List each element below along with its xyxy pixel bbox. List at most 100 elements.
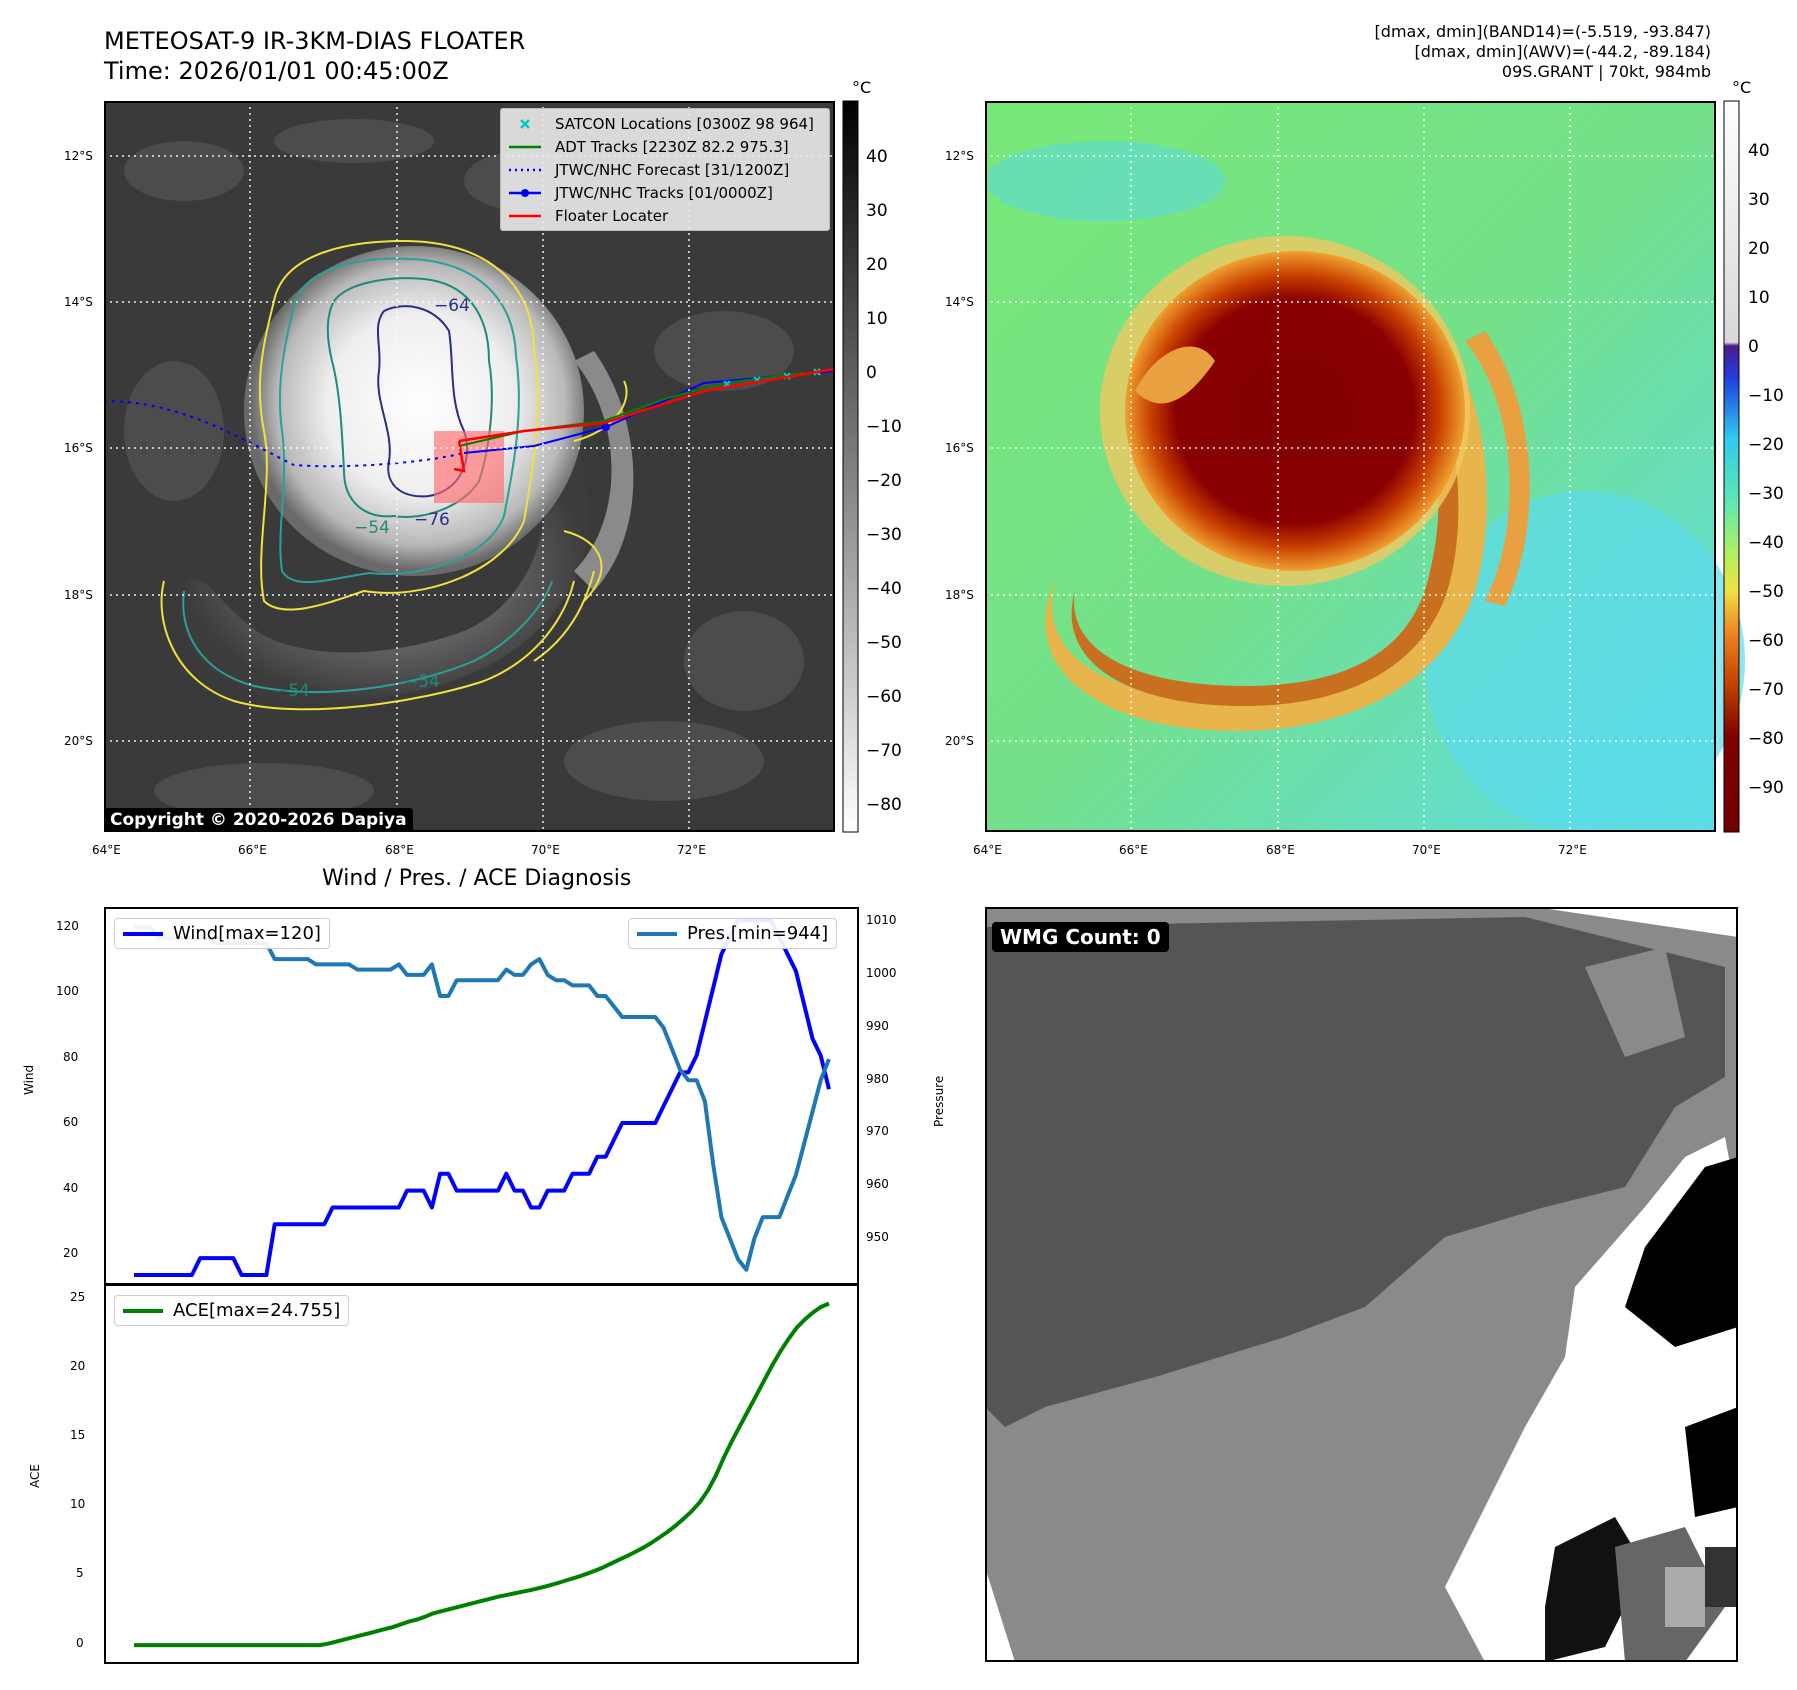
lon-label: 72°E — [1558, 843, 1587, 857]
contour-label: −64 — [434, 296, 470, 316]
legend-label: JTWC/NHC Tracks [01/0000Z] — [555, 183, 773, 202]
colorbar-unit: °C — [1732, 78, 1752, 97]
pres-tick: 970 — [866, 1124, 889, 1138]
cb-tick: −60 — [866, 687, 902, 707]
wind-tick: 60 — [63, 1115, 79, 1129]
wind-legend: Wind[max=120] — [114, 918, 330, 949]
cb-tick: 10 — [866, 309, 888, 329]
wind-tick: 20 — [63, 1246, 79, 1260]
cb-tick: −70 — [866, 741, 902, 761]
wind-tick: 80 — [63, 1050, 79, 1064]
pres-tick: 1000 — [866, 966, 897, 980]
cb-tick: −50 — [1748, 582, 1784, 602]
ace-legend-label: ACE[max=24.755] — [173, 1300, 341, 1321]
meta-awv: [dmax, dmin](AWV)=(-44.2, -89.184) — [1414, 42, 1711, 61]
lat-label: 16°S — [945, 441, 974, 455]
ace-series-line — [134, 1301, 830, 1648]
ace-tick: 20 — [70, 1359, 86, 1373]
solid-line-icon — [509, 214, 541, 217]
cb-tick: −90 — [1748, 778, 1784, 798]
lon-label: 70°E — [1412, 843, 1441, 857]
cb-tick: 30 — [1748, 190, 1770, 210]
title-satellite: METEOSAT-9 IR-3KM-DIAS FLOATER — [104, 27, 526, 55]
wind-line-icon — [123, 931, 163, 936]
legend-forecast: JTWC/NHC Forecast [31/1200Z] — [501, 158, 829, 181]
wind-pressure-plot — [104, 907, 859, 1285]
wind-legend-label: Wind[max=120] — [173, 923, 321, 944]
lon-label: 64°E — [973, 843, 1002, 857]
contour-label: −54 — [274, 681, 310, 701]
lat-label: 12°S — [945, 149, 974, 163]
awv-colorbar — [1723, 100, 1740, 833]
lat-label: 14°S — [64, 295, 93, 309]
cb-tick: −60 — [1748, 631, 1784, 651]
pres-tick: 980 — [866, 1072, 889, 1086]
cb-tick: −80 — [1748, 729, 1784, 749]
wind-tick: 100 — [56, 984, 79, 998]
contour-label: −76 — [414, 510, 450, 530]
wind-axis-label: Wind — [22, 1064, 36, 1095]
cb-tick: 0 — [866, 363, 877, 383]
lat-label: 18°S — [64, 588, 93, 602]
cb-tick: 0 — [1748, 337, 1759, 357]
ace-line-icon — [123, 1308, 163, 1313]
cb-tick: 40 — [1748, 141, 1770, 161]
pressure-line-icon — [637, 931, 677, 936]
lat-label: 12°S — [64, 149, 93, 163]
awv-satellite-map — [985, 101, 1745, 832]
pressure-axis-label: Pressure — [932, 1075, 946, 1127]
pres-tick: 1010 — [866, 913, 897, 927]
pressure-legend: Pres.[min=944] — [628, 918, 838, 949]
wmg-count-badge: WMG Count: 0 — [992, 922, 1169, 952]
ace-tick: 5 — [76, 1566, 84, 1580]
legend-adt: ADT Tracks [2230Z 82.2 975.3] — [501, 135, 829, 158]
colorbar-unit: °C — [852, 78, 872, 97]
legend-satcon: SATCON Locations [0300Z 98 964] — [501, 112, 829, 135]
lon-label: 68°E — [1266, 843, 1295, 857]
cb-tick: 30 — [866, 201, 888, 221]
dotted-line-icon — [509, 168, 541, 171]
wind-series-line — [134, 918, 831, 1277]
cb-tick: −20 — [866, 471, 902, 491]
cb-tick: −30 — [1748, 484, 1784, 504]
cb-tick: 20 — [1748, 239, 1770, 259]
meta-band14: [dmax, dmin](BAND14)=(-5.519, -93.847) — [1374, 22, 1711, 41]
ace-tick: 25 — [70, 1290, 86, 1304]
ir-legend: SATCON Locations [0300Z 98 964] ADT Trac… — [500, 108, 830, 231]
cb-tick: −40 — [1748, 533, 1784, 553]
pres-tick: 960 — [866, 1177, 889, 1191]
cb-tick: −10 — [866, 417, 902, 437]
ace-tick: 10 — [70, 1497, 86, 1511]
legend-label: ADT Tracks [2230Z 82.2 975.3] — [555, 137, 789, 156]
x-marker-icon — [520, 118, 530, 129]
wmg-classification-map — [985, 907, 1738, 1662]
legend-jtwc-tracks: JTWC/NHC Tracks [01/0000Z] — [501, 181, 829, 204]
legend-label: JTWC/NHC Forecast [31/1200Z] — [555, 160, 790, 179]
cb-tick: 20 — [866, 255, 888, 275]
lon-label: 64°E — [92, 843, 121, 857]
copyright-badge: Copyright © 2020-2026 Dapiya — [104, 808, 413, 832]
lat-label: 20°S — [945, 734, 974, 748]
cb-tick: −20 — [1748, 435, 1784, 455]
legend-label: Floater Locater — [555, 206, 669, 225]
meta-storm: 09S.GRANT | 70kt, 984mb — [1501, 62, 1711, 81]
legend-label: SATCON Locations [0300Z 98 964] — [555, 114, 814, 133]
solid-line-icon — [509, 145, 541, 148]
marker-line-icon — [509, 188, 541, 197]
lat-label: 14°S — [945, 295, 974, 309]
wind-tick: 40 — [63, 1181, 79, 1195]
cb-tick: 10 — [1748, 288, 1770, 308]
ace-tick: 15 — [70, 1428, 86, 1442]
storm-meta: [dmax, dmin](BAND14)=(-5.519, -93.847) [… — [1375, 22, 1711, 82]
ace-axis-label: ACE — [28, 1464, 42, 1488]
cb-tick: −40 — [866, 579, 902, 599]
cb-tick: −80 — [866, 795, 902, 815]
chart-title: METEOSAT-9 IR-3KM-DIAS FLOATER Time: 202… — [104, 26, 525, 86]
ace-legend: ACE[max=24.755] — [114, 1295, 350, 1326]
legend-floater: Floater Locater — [501, 204, 829, 227]
lon-label: 72°E — [677, 843, 706, 857]
pres-tick: 950 — [866, 1230, 889, 1244]
lon-label: 66°E — [238, 843, 267, 857]
pres-tick: 990 — [866, 1019, 889, 1033]
diagnosis-title: Wind / Pres. / ACE Diagnosis — [322, 866, 632, 891]
